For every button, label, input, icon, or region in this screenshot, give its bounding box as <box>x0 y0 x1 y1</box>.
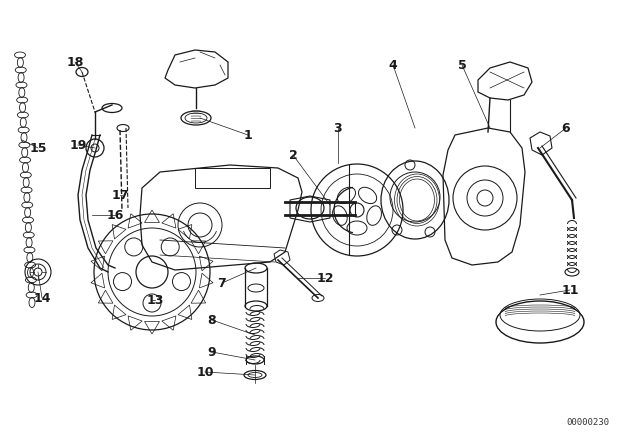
Text: 1: 1 <box>244 129 252 142</box>
Text: 7: 7 <box>218 276 227 289</box>
Text: 16: 16 <box>106 208 124 221</box>
Text: 18: 18 <box>67 56 84 69</box>
Text: 3: 3 <box>333 121 342 134</box>
Text: 6: 6 <box>562 121 570 134</box>
Text: 14: 14 <box>33 292 51 305</box>
Text: 2: 2 <box>289 148 298 161</box>
Text: 13: 13 <box>147 293 164 306</box>
Text: 5: 5 <box>458 59 467 72</box>
Text: 17: 17 <box>111 189 129 202</box>
Text: 10: 10 <box>196 366 214 379</box>
Text: 00000230: 00000230 <box>566 418 609 426</box>
Text: 9: 9 <box>208 345 216 358</box>
Text: 12: 12 <box>316 271 333 284</box>
Text: 15: 15 <box>29 142 47 155</box>
Text: 11: 11 <box>561 284 579 297</box>
Text: 19: 19 <box>69 138 86 151</box>
Text: 8: 8 <box>208 314 216 327</box>
Text: 4: 4 <box>388 59 397 72</box>
